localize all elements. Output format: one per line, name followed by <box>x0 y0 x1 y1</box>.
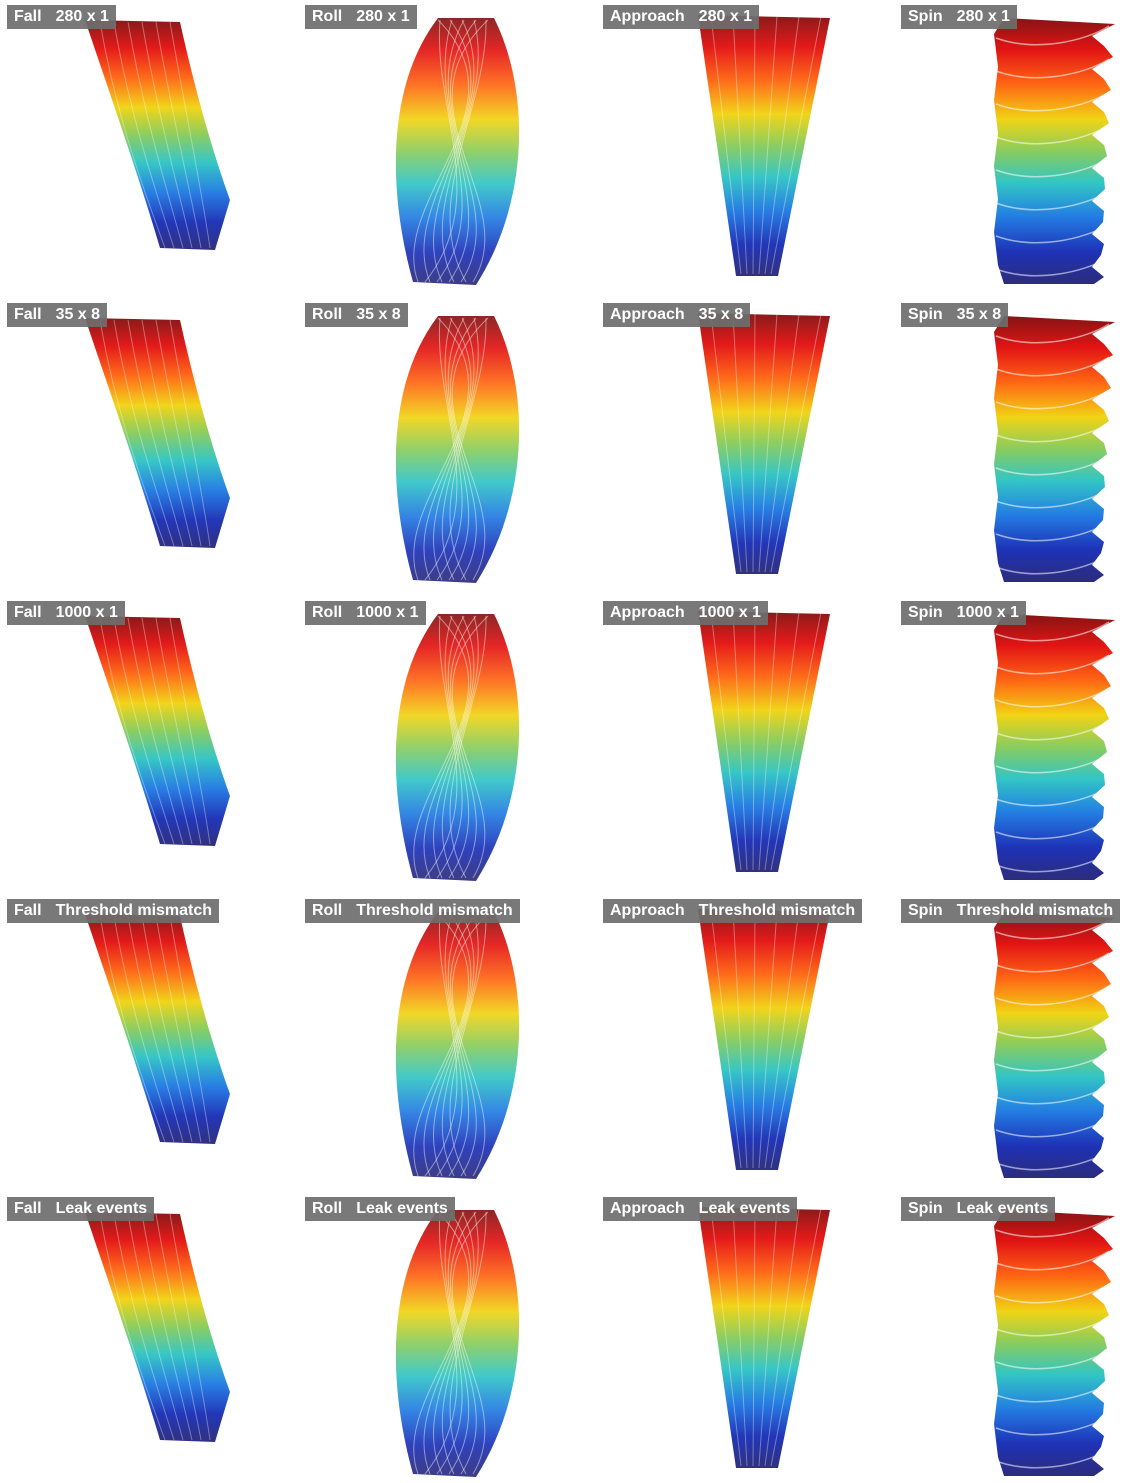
method-name: Roll <box>312 902 342 919</box>
condition-name: 280 x 1 <box>957 8 1010 25</box>
rendering <box>396 614 519 881</box>
method-name: Approach <box>610 306 685 323</box>
rendering <box>85 20 230 250</box>
panel-label: Approach 1000 x 1 <box>603 601 768 625</box>
method-name: Roll <box>312 306 342 323</box>
point-cloud <box>698 1207 830 1468</box>
rendering <box>85 616 230 846</box>
method-name: Roll <box>312 8 342 25</box>
method-name: Spin <box>908 8 943 25</box>
condition-name: Leak events <box>56 1200 148 1217</box>
method-name: Spin <box>908 902 943 919</box>
method-name: Spin <box>908 1200 943 1217</box>
condition-name: 1000 x 1 <box>356 604 418 621</box>
panel-label: Fall 1000 x 1 <box>7 601 125 625</box>
panel-label: Fall 280 x 1 <box>7 5 116 29</box>
condition-name: 35 x 8 <box>699 306 743 323</box>
condition-name: Threshold mismatch <box>699 902 855 919</box>
method-name: Approach <box>610 604 685 621</box>
method-name: Roll <box>312 1200 342 1217</box>
panel-label: Approach 280 x 1 <box>603 5 759 29</box>
condition-name: Leak events <box>699 1200 791 1217</box>
point-cloud <box>85 616 230 846</box>
rendering <box>994 18 1115 284</box>
panel-label: Spin 280 x 1 <box>901 5 1017 29</box>
condition-name: 35 x 8 <box>56 306 100 323</box>
point-cloud <box>698 313 830 574</box>
point-cloud <box>698 15 830 276</box>
rendering <box>396 912 519 1179</box>
condition-name: Threshold mismatch <box>56 902 212 919</box>
point-cloud <box>85 914 230 1144</box>
condition-name: Leak events <box>957 1200 1049 1217</box>
panel-label: Spin Leak events <box>901 1197 1055 1221</box>
condition-name: 1000 x 1 <box>699 604 761 621</box>
panel-label: Spin 1000 x 1 <box>901 601 1026 625</box>
rendering <box>698 15 830 276</box>
point-cloud <box>85 20 230 250</box>
point-cloud <box>994 614 1115 880</box>
panel-label: Approach Threshold mismatch <box>603 899 862 923</box>
panel-label: Approach Leak events <box>603 1197 797 1221</box>
panel-label: Fall Leak events <box>7 1197 154 1221</box>
panel-label: Roll Threshold mismatch <box>305 899 520 923</box>
condition-name: Threshold mismatch <box>356 902 512 919</box>
panel-label: Fall 35 x 8 <box>7 303 107 327</box>
rendering <box>396 1210 519 1477</box>
condition-name: 1000 x 1 <box>957 604 1019 621</box>
panel-label: Spin Threshold mismatch <box>901 899 1120 923</box>
panel-label: Spin 35 x 8 <box>901 303 1008 327</box>
method-name: Fall <box>14 1200 42 1217</box>
rendering <box>85 318 230 548</box>
panel-label: Roll 35 x 8 <box>305 303 408 327</box>
panel-label: Roll 1000 x 1 <box>305 601 426 625</box>
method-name: Approach <box>610 8 685 25</box>
condition-name: 35 x 8 <box>356 306 400 323</box>
point-cloud <box>85 1212 230 1442</box>
method-name: Spin <box>908 306 943 323</box>
rendering <box>994 316 1115 582</box>
point-cloud <box>698 611 830 872</box>
method-name: Approach <box>610 1200 685 1217</box>
rendering <box>698 313 830 574</box>
rendering <box>85 914 230 1144</box>
panel-label: Roll 280 x 1 <box>305 5 417 29</box>
condition-name: 280 x 1 <box>356 8 409 25</box>
method-name: Fall <box>14 8 42 25</box>
rendering <box>698 909 830 1170</box>
renderings <box>0 0 1133 1483</box>
point-cloud <box>994 912 1115 1178</box>
rendering <box>698 611 830 872</box>
point-cloud <box>85 318 230 548</box>
condition-name: 35 x 8 <box>957 306 1001 323</box>
condition-name: Leak events <box>356 1200 448 1217</box>
figure: Fall280 x 1Roll280 x 1Approach280 x 1Spi… <box>0 0 1133 1483</box>
point-cloud <box>994 18 1115 284</box>
point-cloud <box>994 1210 1115 1476</box>
condition-name: 1000 x 1 <box>56 604 118 621</box>
condition-name: 280 x 1 <box>56 8 109 25</box>
rendering <box>85 1212 230 1442</box>
rendering <box>994 912 1115 1178</box>
method-name: Fall <box>14 306 42 323</box>
panel-label: Roll Leak events <box>305 1197 455 1221</box>
rendering <box>396 18 519 285</box>
point-cloud <box>994 316 1115 582</box>
method-name: Approach <box>610 902 685 919</box>
condition-name: Threshold mismatch <box>957 902 1113 919</box>
panel-label: Approach 35 x 8 <box>603 303 750 327</box>
point-cloud <box>698 909 830 1170</box>
condition-name: 280 x 1 <box>699 8 752 25</box>
rendering <box>698 1207 830 1468</box>
method-name: Fall <box>14 604 42 621</box>
method-name: Fall <box>14 902 42 919</box>
method-name: Roll <box>312 604 342 621</box>
panel-label: Fall Threshold mismatch <box>7 899 219 923</box>
rendering <box>994 1210 1115 1476</box>
rendering <box>396 316 519 583</box>
method-name: Spin <box>908 604 943 621</box>
rendering <box>994 614 1115 880</box>
